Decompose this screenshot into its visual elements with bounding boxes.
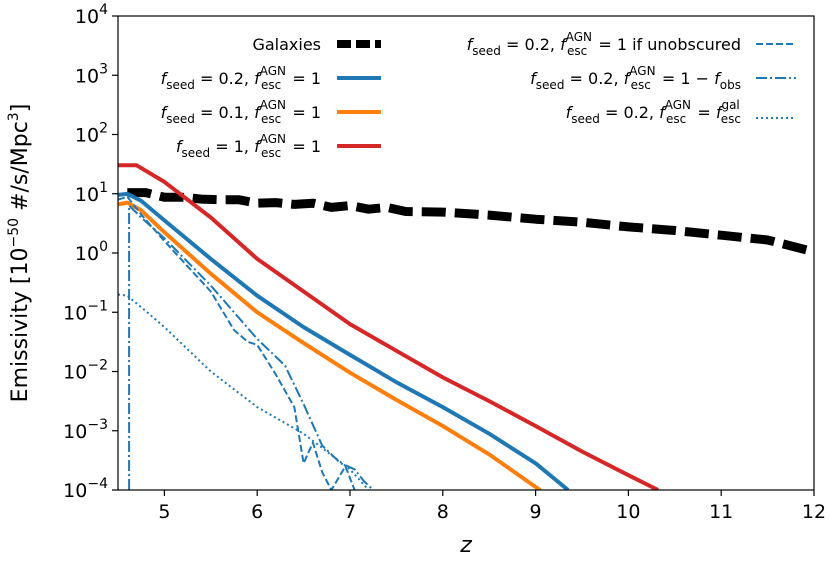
y-tick-label: 10−3 bbox=[63, 417, 108, 443]
y-tick-label: 100 bbox=[75, 239, 108, 265]
legend-fseed01-label: fseed = 0.1, fAGN esc = 1 bbox=[161, 98, 321, 126]
legend-unobscured-label: fseed = 0.2, fAGN esc = 1 if unobscured bbox=[467, 30, 741, 58]
legend-fobs-label: fseed = 0.2, fAGN esc = 1 − fobs bbox=[530, 64, 741, 92]
y-tick-label: 10−4 bbox=[63, 476, 108, 502]
legend-right: fseed = 0.2, fAGN esc = 1 if unobscured f… bbox=[467, 30, 796, 126]
x-axis-label: z bbox=[459, 533, 472, 558]
legend-left: Galaxies fseed = 0.2, fAGN esc = 1 fseed … bbox=[161, 35, 381, 160]
x-tick-label: 5 bbox=[158, 501, 170, 523]
legend-fseed02-label: fseed = 0.2, fAGN esc = 1 bbox=[161, 64, 321, 92]
x-tick-label: 7 bbox=[344, 501, 356, 523]
x-axis-ticks: 5 6 7 8 9 10 11 12 bbox=[158, 490, 826, 523]
legend-fesc-gal-label: fseed = 0.2, fAGN esc = fgal esc bbox=[566, 98, 741, 126]
y-tick-label: 10−2 bbox=[63, 358, 108, 384]
y-axis-ticks: 10−4 10−3 10−2 10−1 100 101 102 103 104 bbox=[63, 2, 118, 502]
series-fseed02-line bbox=[118, 191, 570, 490]
series-unobscured-line bbox=[118, 195, 356, 490]
y-tick-label: 103 bbox=[75, 61, 108, 87]
y-tick-label: 104 bbox=[75, 2, 108, 28]
series-fseed1-line bbox=[118, 163, 659, 490]
x-tick-label: 8 bbox=[437, 501, 449, 523]
x-tick-label: 10 bbox=[616, 501, 640, 523]
series-galaxies-line bbox=[127, 188, 814, 257]
series-fesc-gal-line bbox=[118, 293, 370, 490]
y-axis-label: Emissivity [10−50 #/s/Mpc3] bbox=[6, 104, 33, 403]
y-tick-label: 101 bbox=[75, 180, 108, 206]
legend-galaxies-label: Galaxies bbox=[252, 35, 321, 54]
x-tick-label: 9 bbox=[530, 501, 542, 523]
x-tick-label: 11 bbox=[709, 501, 733, 523]
x-tick-label: 6 bbox=[251, 501, 263, 523]
x-tick-label: 12 bbox=[802, 501, 826, 523]
legend-fseed1-label: fseed = 1, fAGN esc = 1 bbox=[176, 132, 321, 160]
y-tick-label: 102 bbox=[75, 121, 108, 147]
y-tick-label: 10−1 bbox=[63, 298, 108, 324]
series-fseed01-line bbox=[118, 200, 542, 490]
series-fobs-line bbox=[128, 204, 374, 490]
